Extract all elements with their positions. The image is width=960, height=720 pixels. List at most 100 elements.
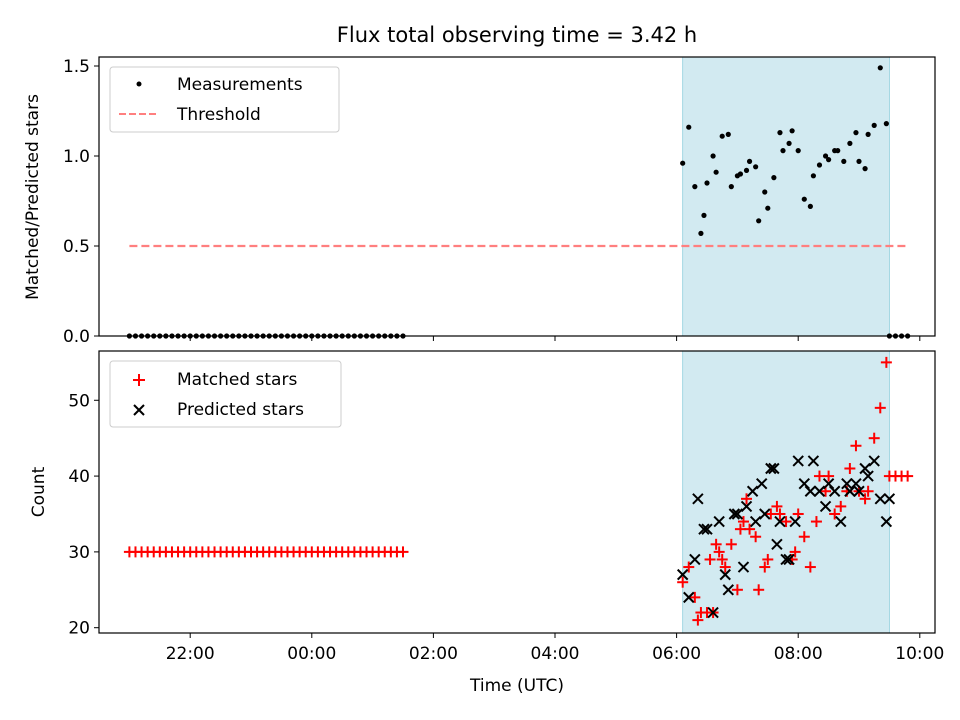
matched-star-point	[731, 584, 743, 596]
predicted-star-point	[701, 523, 713, 535]
y-tick-label: 40	[68, 467, 90, 487]
measurement-point	[856, 158, 862, 164]
x-tick-label: 00:00	[287, 644, 336, 664]
predicted-star-point	[862, 470, 874, 482]
predicted-star-point	[676, 568, 689, 581]
measurement-point	[862, 166, 868, 172]
matched-star-point	[689, 591, 701, 603]
predicted-star-point	[813, 485, 826, 497]
measurement-point	[728, 184, 734, 190]
matched-star-point	[750, 531, 762, 543]
measurement-point	[789, 128, 795, 134]
matched-star-point	[798, 531, 810, 543]
measurement-point	[795, 148, 801, 154]
legend-matched-marker	[133, 374, 145, 386]
measurement-point	[816, 162, 823, 168]
predicted-star-point	[819, 500, 832, 513]
measurement-point	[746, 158, 753, 164]
x-tick-label: 02:00	[409, 644, 458, 664]
y-tick-label: 30	[68, 543, 90, 563]
predicted-star-point	[707, 606, 719, 619]
matched-star-point	[771, 500, 783, 512]
predicted-star-point	[759, 508, 771, 520]
predicted-star-point	[880, 515, 893, 528]
chart-title: Flux total observing time = 3.42 h	[337, 23, 697, 47]
measurement-point	[883, 121, 889, 127]
predicted-star-point	[765, 462, 777, 475]
measurement-point	[871, 122, 877, 128]
predicted-star-point	[692, 493, 704, 505]
predicted-star-point	[780, 553, 792, 566]
matched-star-point	[741, 493, 753, 505]
top-legend-box	[109, 66, 340, 133]
predicted-star-point	[774, 515, 786, 528]
predicted-star-point	[853, 485, 865, 497]
top-plot-frame	[98, 56, 936, 337]
y-tick-label: 1.0	[63, 147, 90, 167]
matched-star-point	[716, 553, 728, 565]
matched-star-point	[780, 516, 792, 528]
top-legend: Measurements Threshold	[109, 66, 340, 133]
bottom-legend: Matched stars Predicted stars	[109, 360, 342, 428]
measurement-point	[801, 196, 807, 202]
predicted-star-point	[789, 515, 801, 528]
predicted-star-point	[768, 462, 780, 475]
matched-star-point	[880, 356, 892, 368]
bottom-x-axis: 22:00 00:00 02:00 04:00 06:00 08:00 10:00	[166, 633, 944, 664]
measurement-point	[807, 203, 813, 209]
predicted-star-point	[731, 508, 744, 520]
measurement-point	[753, 164, 759, 170]
x-tick-label: 08:00	[774, 644, 823, 664]
matched-star-point	[804, 561, 816, 573]
predicted-star-point	[698, 523, 710, 535]
predicted-star-point	[749, 515, 762, 528]
predicted-star-point	[874, 493, 886, 505]
bottom-panel: 20 30 40 50 22:00 00:00 02:00 04:00 06:00 08:00 1…	[29, 350, 944, 696]
matched-star-point	[868, 432, 880, 444]
matched-star-point	[874, 402, 886, 414]
top-x-axis-ticks	[189, 336, 921, 341]
top-panel: 0.0 0.5 1.0 1.5 Matched/Predicted stars Mea…	[23, 56, 936, 347]
bottom-predicted-stars	[676, 455, 896, 619]
x-tick-label: 06:00	[652, 644, 701, 664]
predicted-star-point	[740, 500, 753, 513]
matched-star-point	[823, 470, 835, 482]
measurement-point	[786, 140, 792, 146]
matched-star-point	[789, 546, 801, 558]
predicted-star-point	[783, 553, 795, 566]
measurement-point	[877, 65, 883, 71]
x-tick-label: 22:00	[166, 644, 215, 664]
measurement-point	[698, 230, 704, 236]
measurement-point	[835, 148, 841, 154]
x-tick-label: 04:00	[531, 644, 580, 664]
matched-star-point	[677, 576, 689, 588]
matched-star-point	[835, 500, 847, 512]
measurement-point	[853, 130, 859, 136]
bottom-plot-frame	[98, 350, 936, 634]
legend-predicted-label: Predicted stars	[177, 400, 304, 420]
matched-star-point	[692, 614, 704, 626]
measurement-point	[765, 205, 771, 211]
predicted-star-point	[722, 584, 734, 596]
matched-star-point	[859, 493, 871, 505]
measurement-point	[756, 218, 762, 224]
measurement-point	[737, 171, 744, 177]
measurement-point	[704, 180, 710, 186]
top-y-axis-label: Matched/Predicted stars	[23, 94, 43, 300]
matched-star-point	[719, 561, 731, 573]
matched-star-point	[397, 546, 409, 558]
matched-star-point	[704, 553, 716, 565]
top-y-axis: 0.0 0.5 1.0 1.5	[63, 57, 99, 347]
measurement-point	[686, 124, 692, 130]
top-highlight-span	[682, 56, 890, 337]
measurement-point	[719, 133, 725, 139]
matched-star-point	[844, 463, 856, 474]
x-tick-label: 10:00	[895, 644, 944, 664]
measurement-point	[762, 189, 768, 195]
predicted-star-point	[713, 515, 725, 528]
bottom-legend-box	[109, 360, 342, 428]
matched-star-point	[810, 516, 822, 528]
measurement-point	[713, 169, 719, 175]
measurement-point	[701, 212, 707, 218]
